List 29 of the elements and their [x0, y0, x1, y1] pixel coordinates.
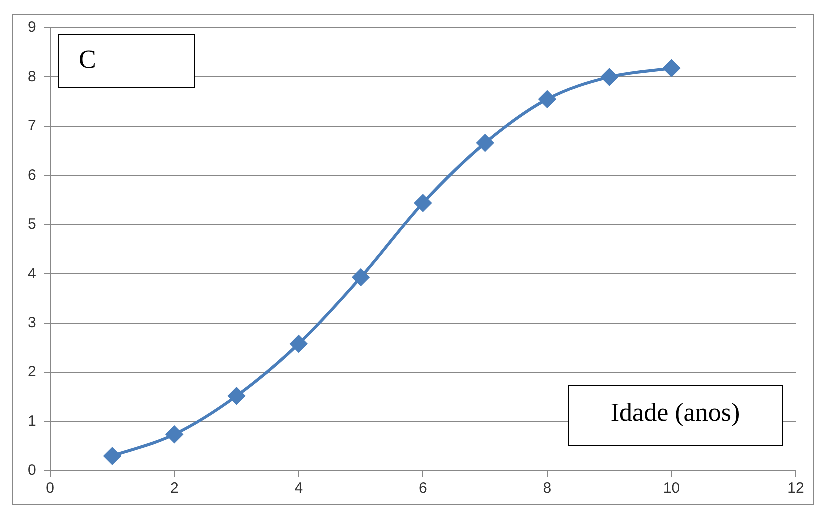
- x-tick-label: 0: [46, 480, 55, 498]
- y-tick-label: 5: [28, 216, 36, 234]
- point: [104, 448, 121, 465]
- point: [663, 60, 680, 77]
- y-tick-label: 7: [28, 118, 36, 135]
- x-tick-label: 8: [543, 480, 552, 498]
- y-tick-label: 0: [28, 462, 36, 480]
- point: [352, 269, 370, 286]
- y-tick-label: 2: [28, 364, 36, 381]
- y-tick-label: 1: [28, 412, 36, 430]
- y-tick-label: 3: [28, 314, 36, 332]
- y-tick-label: 8: [28, 68, 36, 86]
- point: [476, 134, 494, 152]
- point: [290, 336, 308, 353]
- text-box: C: [58, 34, 195, 88]
- x-tick-label: 12: [788, 480, 804, 498]
- point: [538, 90, 556, 108]
- point: [228, 388, 246, 405]
- x-tick-label: 10: [663, 480, 680, 498]
- y-tick-label: 9: [28, 19, 36, 36]
- x-tick-label: 4: [294, 480, 304, 498]
- point: [414, 194, 432, 212]
- point: [601, 68, 618, 86]
- y-tick-label: 6: [28, 166, 36, 184]
- y-tick-label: 4: [28, 265, 36, 282]
- point: [166, 426, 184, 444]
- text-box: Idade (anos): [568, 385, 783, 446]
- x-tick-label: 2: [170, 480, 179, 498]
- x-tick-label: 6: [419, 480, 428, 498]
